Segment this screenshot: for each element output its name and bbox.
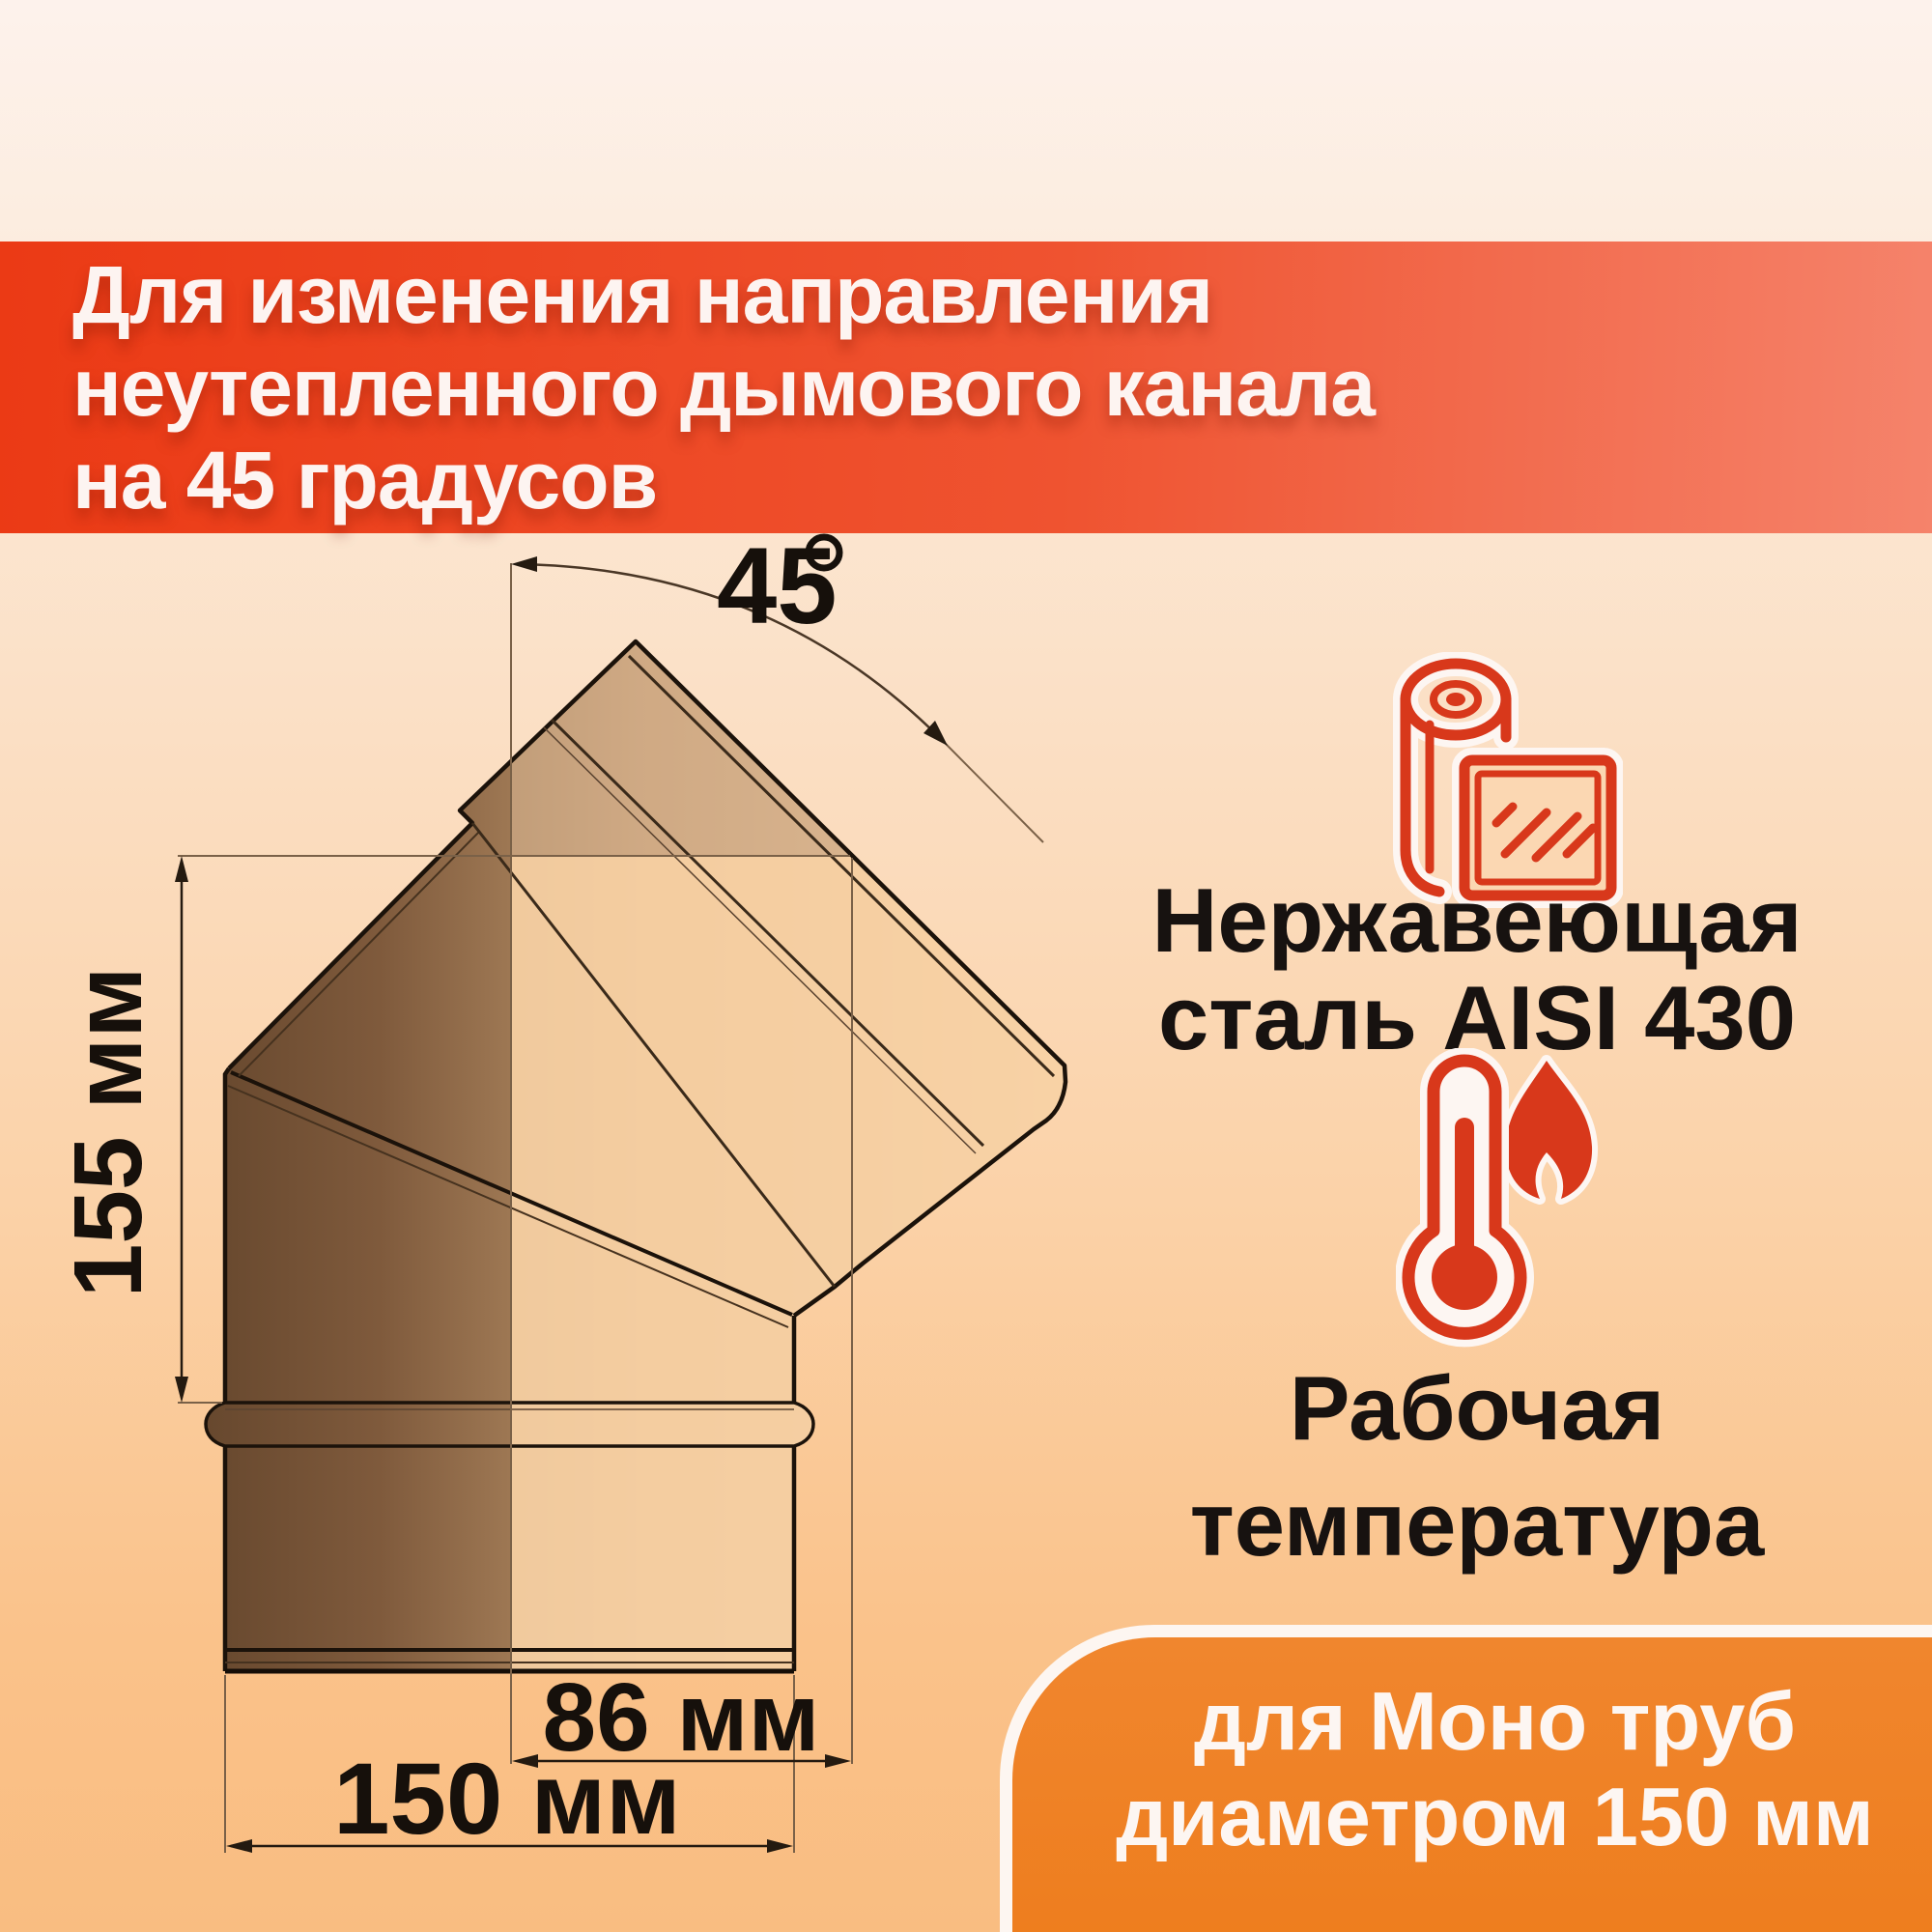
degree-symbol <box>805 533 843 572</box>
angle-label: 45 <box>717 526 838 646</box>
elbow-pipe-body <box>204 639 1068 1674</box>
feature-steel-line-1: Нержавеющая <box>1151 869 1803 971</box>
offset-dimension-label: 86 мм <box>543 1663 820 1772</box>
banner-line-2: неутепленного дымового канала <box>72 342 1376 433</box>
card-line-1: для Моно труб <box>1194 1676 1796 1768</box>
thermometer-flame-icon <box>1396 1048 1599 1348</box>
dimension-lines <box>180 862 845 1848</box>
dimension-arrows <box>175 856 851 1853</box>
height-dimension-label: 155 мм <box>54 967 162 1298</box>
card-line-2: диаметром 150 мм <box>1116 1772 1874 1863</box>
banner-line-3: на 45 градусов <box>72 435 658 526</box>
feature-temp-line-2: температура <box>1189 1473 1765 1575</box>
steel-roll-icon <box>1393 652 1623 908</box>
feature-steel-text: Нержавеющая сталь AISI 430 <box>1110 871 1844 1066</box>
angle-arc <box>511 556 948 746</box>
banner-line-1: Для изменения направления <box>72 249 1213 340</box>
feature-temp-line-1: Рабочая <box>1289 1357 1665 1459</box>
reference-lines <box>178 563 1044 1853</box>
width-dimension-label: 150 мм <box>333 1743 681 1856</box>
banner: Для изменения направления неутепленного … <box>0 242 1932 533</box>
mono-pipe-card: для Моно труб диаметром 150 мм <box>1000 1625 1932 1932</box>
mono-pipe-card-inner: для Моно труб диаметром 150 мм <box>1012 1637 1932 1932</box>
